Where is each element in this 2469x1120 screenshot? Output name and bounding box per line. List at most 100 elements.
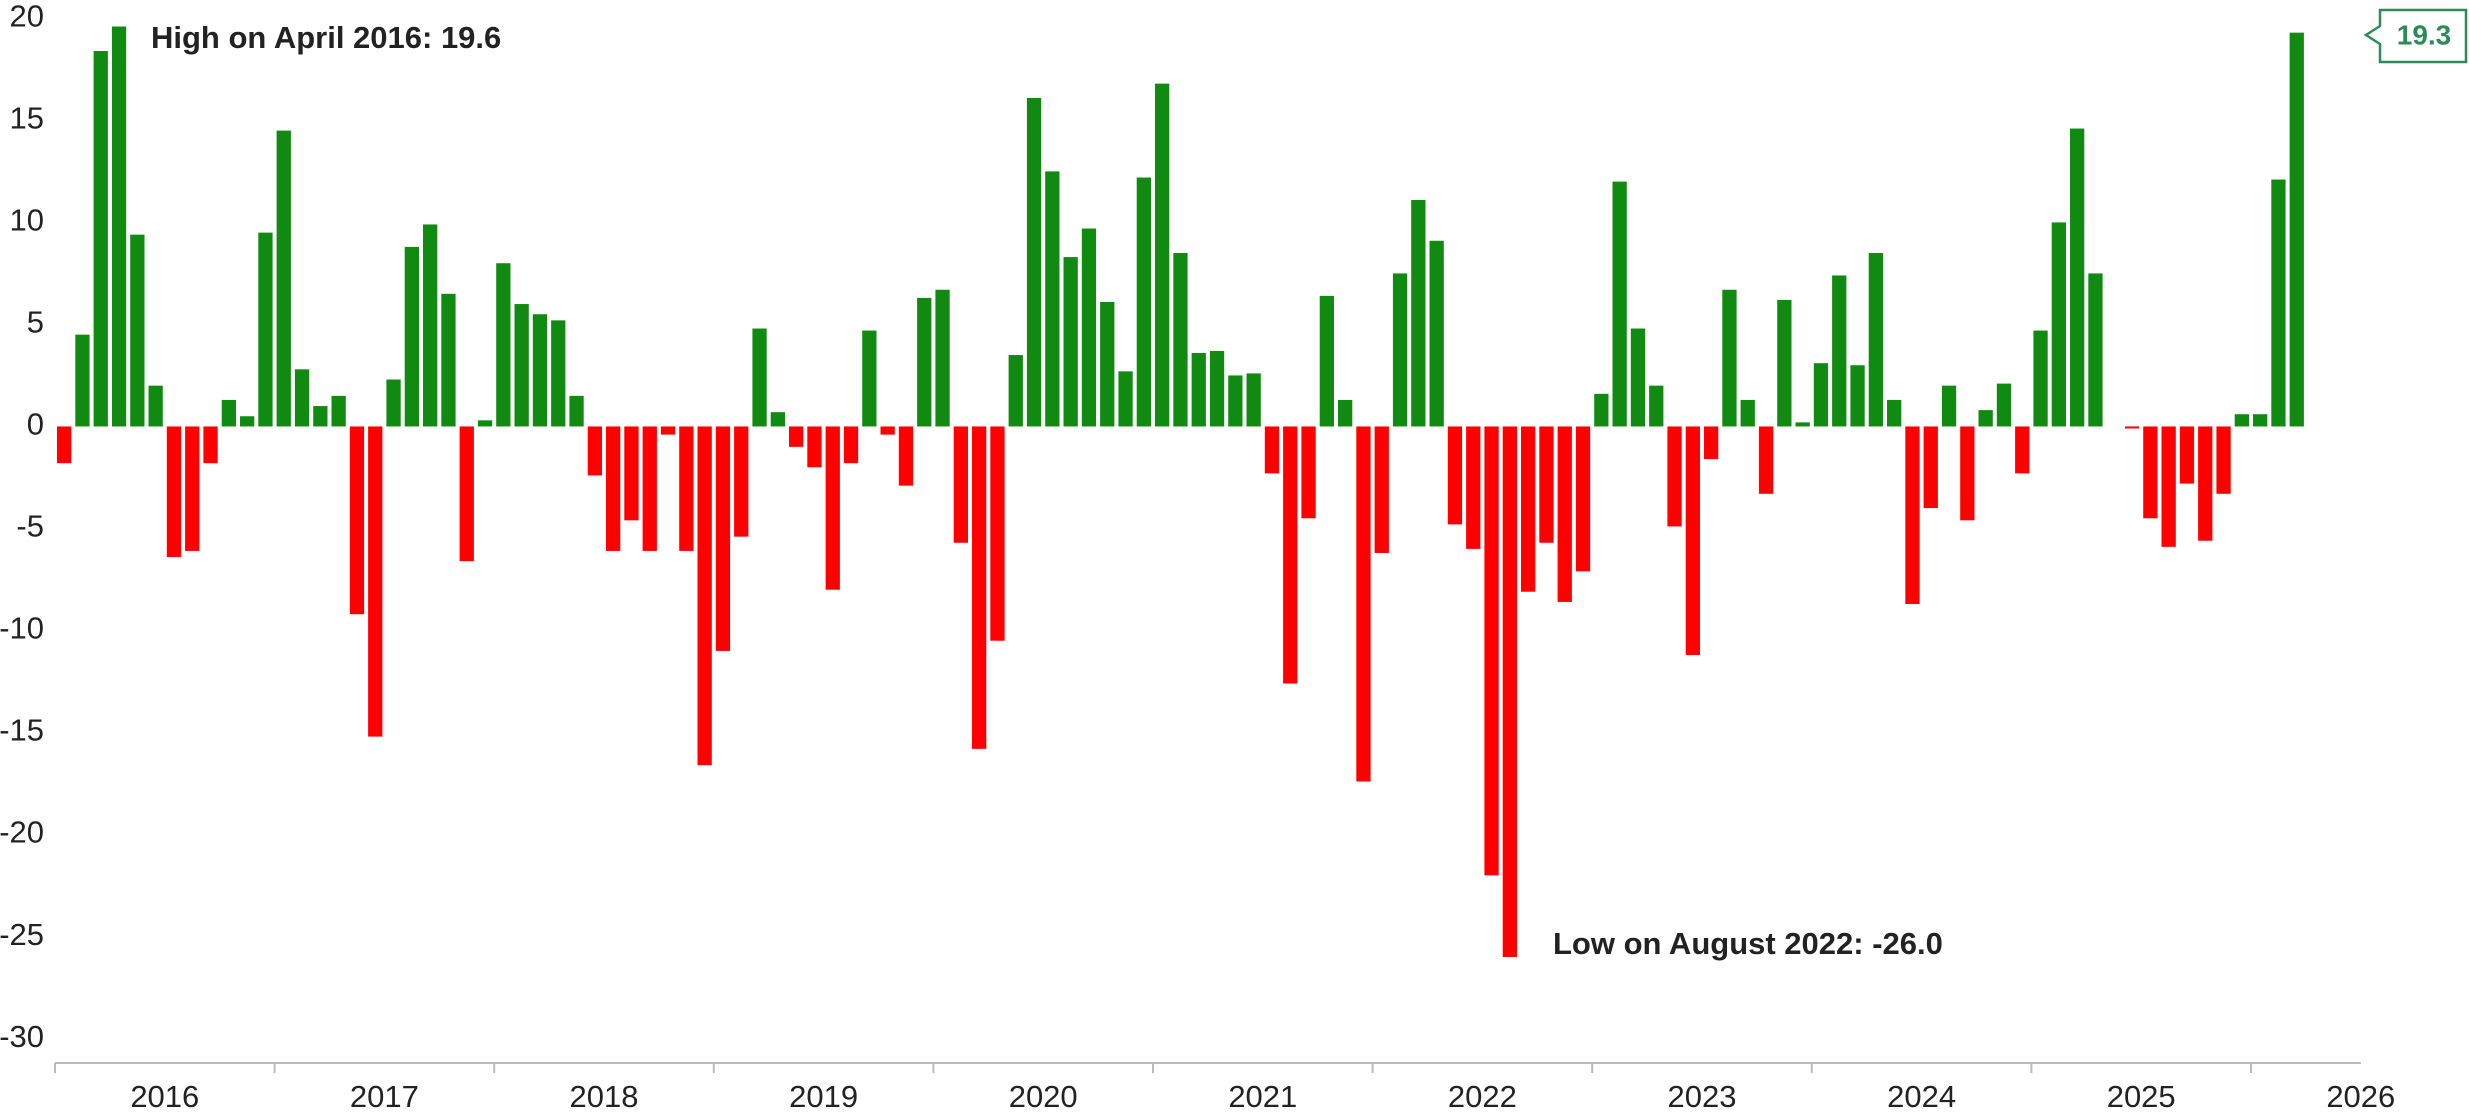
bar: [1246, 373, 1261, 427]
bar: [587, 426, 602, 476]
x-tick-label: 2025: [2107, 1079, 2176, 1114]
high-annotation: High on April 2016: 19.6: [151, 20, 501, 55]
bar: [514, 304, 529, 427]
bar: [331, 395, 346, 427]
bar: [2198, 426, 2213, 541]
bar: [404, 246, 419, 427]
x-tick-label: 2020: [1009, 1079, 1078, 1114]
bar: [752, 328, 767, 427]
bar: [606, 426, 621, 551]
bar: [1832, 275, 1847, 427]
callout-box: [2363, 8, 2468, 64]
callout-label: 19.3: [2397, 19, 2452, 50]
bar: [1502, 426, 1517, 957]
bar: [1191, 353, 1206, 427]
bar: [2070, 128, 2085, 427]
bar: [1777, 299, 1792, 427]
bar: [624, 426, 639, 521]
bar: [1612, 181, 1627, 427]
x-tick-label: 2026: [2326, 1079, 2395, 1114]
bar: [1978, 410, 1993, 427]
bar: [1996, 383, 2012, 427]
y-tick-label: 15: [10, 101, 44, 136]
bar: [1868, 253, 1883, 427]
bar: [2179, 426, 2195, 484]
bar: [898, 426, 914, 486]
bar: [130, 234, 145, 427]
bar: [423, 224, 438, 427]
bar: [2088, 273, 2103, 427]
x-tick-label: 2017: [350, 1079, 419, 1114]
bar: [697, 426, 712, 766]
bar: [715, 426, 731, 651]
bar: [1960, 426, 1975, 521]
bar: [843, 426, 859, 464]
bar: [1704, 426, 1719, 460]
bar: [1758, 426, 1774, 494]
low-annotation: Low on August 2022: -26.0: [1553, 926, 1943, 961]
bar: [313, 406, 328, 427]
bar: [203, 426, 218, 464]
bar: [2124, 426, 2140, 429]
bar: [2271, 179, 2286, 427]
y-tick-label: -25: [0, 917, 44, 952]
bar: [862, 330, 877, 427]
bar: [1685, 426, 1700, 655]
bar: [1374, 426, 1389, 553]
bar: [972, 426, 987, 749]
bar: [1228, 375, 1243, 427]
x-tick-label: 2023: [1668, 1079, 1737, 1114]
bar: [1630, 328, 1646, 427]
bar: [1264, 426, 1280, 474]
bar: [496, 263, 511, 427]
bar: [1539, 426, 1554, 543]
bar: [1905, 426, 1920, 604]
bar: [148, 385, 163, 427]
bar: [1795, 422, 1810, 427]
bar: [2234, 414, 2249, 427]
bar: [660, 426, 676, 435]
bar: [1356, 426, 1371, 782]
bar: [441, 293, 456, 427]
bar: [1026, 97, 1042, 427]
bar: [477, 420, 493, 427]
bar: [1319, 295, 1334, 427]
bar: [221, 399, 236, 427]
bar: [1283, 426, 1298, 684]
bar: [2143, 426, 2158, 519]
y-tick-label: -20: [0, 815, 44, 850]
bar: [1557, 426, 1572, 602]
bar: [258, 232, 273, 427]
bar: [1722, 289, 1737, 427]
bar: [551, 320, 566, 427]
bar: [1429, 240, 1444, 427]
bar: [276, 130, 291, 427]
bar: [917, 297, 932, 427]
y-tick-label: 5: [27, 305, 44, 340]
bar: [825, 426, 840, 590]
bar: [1521, 426, 1536, 592]
bar: [1575, 426, 1591, 572]
bar: [679, 426, 694, 551]
bar: [240, 416, 255, 427]
bar: [642, 426, 657, 551]
bar: [349, 426, 365, 615]
x-tick-label: 2021: [1228, 1079, 1297, 1114]
bar: [166, 426, 182, 558]
y-tick-label: 10: [10, 203, 44, 238]
bar: [1100, 301, 1115, 427]
x-tick-label: 2022: [1448, 1079, 1517, 1114]
bar: [532, 314, 548, 427]
bar: [2161, 426, 2176, 547]
bar: [770, 412, 785, 427]
y-tick-label: -5: [16, 509, 44, 544]
bar: [935, 289, 950, 427]
x-tick-label: 2024: [1887, 1079, 1956, 1114]
bar: [1813, 363, 1829, 427]
bar: [1008, 355, 1023, 427]
bar: [1850, 365, 1865, 427]
bar: [734, 426, 749, 537]
bar: [1173, 253, 1188, 427]
y-tick-label: -15: [0, 713, 44, 748]
bar: [1338, 399, 1353, 427]
